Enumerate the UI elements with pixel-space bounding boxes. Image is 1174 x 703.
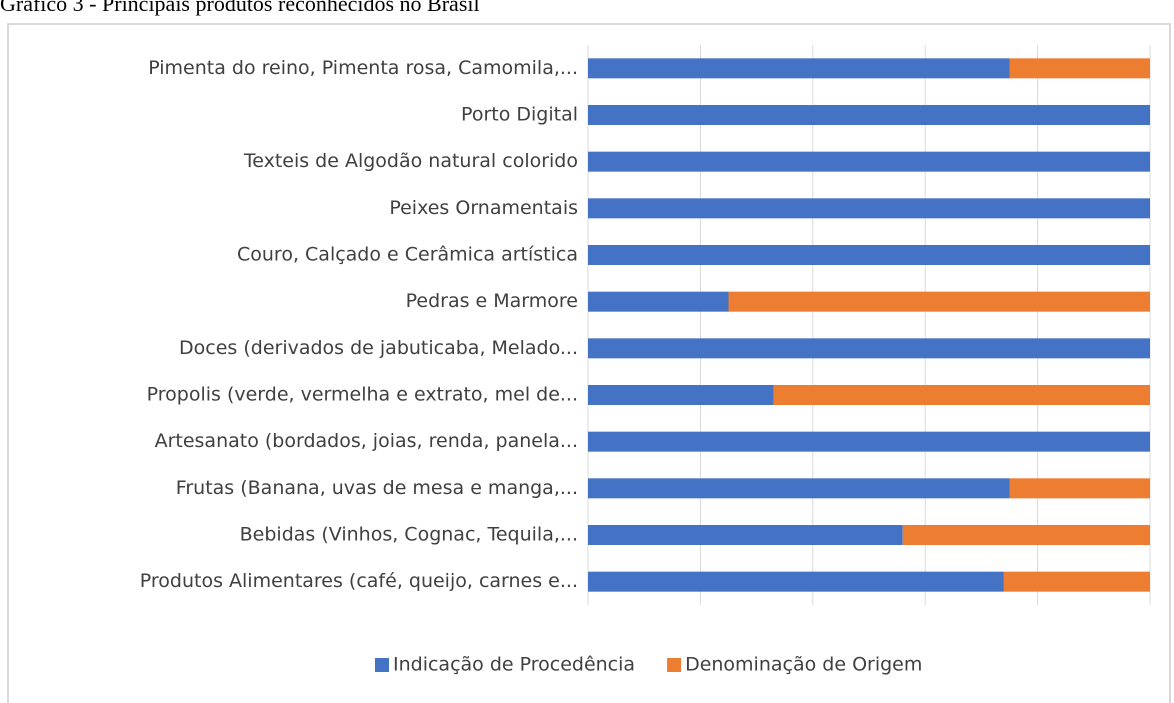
y-tick-label: Produtos Alimentares (café, queijo, carn…	[140, 570, 578, 592]
y-tick-label: Pimenta do reino, Pimenta rosa, Camomila…	[148, 57, 578, 79]
bar-segment	[588, 571, 1004, 592]
bar-segment	[588, 151, 1150, 172]
bar-segment	[1009, 58, 1150, 79]
legend-label: Indicação de Procedência	[393, 654, 635, 676]
legend-swatch	[667, 658, 682, 672]
legend-swatch	[375, 658, 389, 672]
bar-segment	[728, 291, 1150, 312]
bar-segment	[588, 431, 1150, 452]
bar-segment	[588, 58, 1010, 79]
y-tick-label: Peixes Ornamentais	[389, 197, 578, 219]
y-tick-label: Pedras e Marmore	[406, 290, 578, 312]
bar-segment	[588, 198, 1150, 219]
bar-segment	[773, 385, 1150, 405]
y-tick-label: Couro, Calçado e Cerâmica artística	[237, 244, 578, 266]
y-tick-label: Propolis (verde, vermelha e extrato, mel…	[147, 384, 578, 406]
bar-segment	[588, 525, 903, 545]
y-tick-label: Artesanato (bordados, joias, renda, pane…	[155, 430, 578, 452]
bar-segment	[588, 291, 729, 312]
y-tick-label: Porto Digital	[461, 104, 578, 126]
y-tick-label: Doces (derivados de jabuticaba, Melado..…	[179, 337, 578, 359]
bar-segment	[588, 105, 1150, 125]
y-tick-label: Bebidas (Vinhos, Cognac, Tequila,...	[240, 524, 578, 546]
chart-frame	[7, 23, 1171, 703]
bar-segment	[588, 338, 1150, 359]
y-tick-label: Texteis de Algodão natural colorido	[243, 150, 578, 172]
legend-label: Denominação de Origem	[685, 654, 922, 676]
bar-segment	[1009, 478, 1150, 499]
y-tick-label: Frutas (Banana, uvas de mesa e manga,...	[176, 477, 578, 499]
bar-segment	[902, 525, 1150, 545]
bar-segment	[588, 478, 1010, 499]
chart-title: Gráfico 3 - Principais produtos reconhec…	[0, 0, 480, 16]
bar-segment	[588, 245, 1150, 265]
bar-segment	[588, 385, 774, 405]
bar-segment	[1003, 571, 1150, 592]
